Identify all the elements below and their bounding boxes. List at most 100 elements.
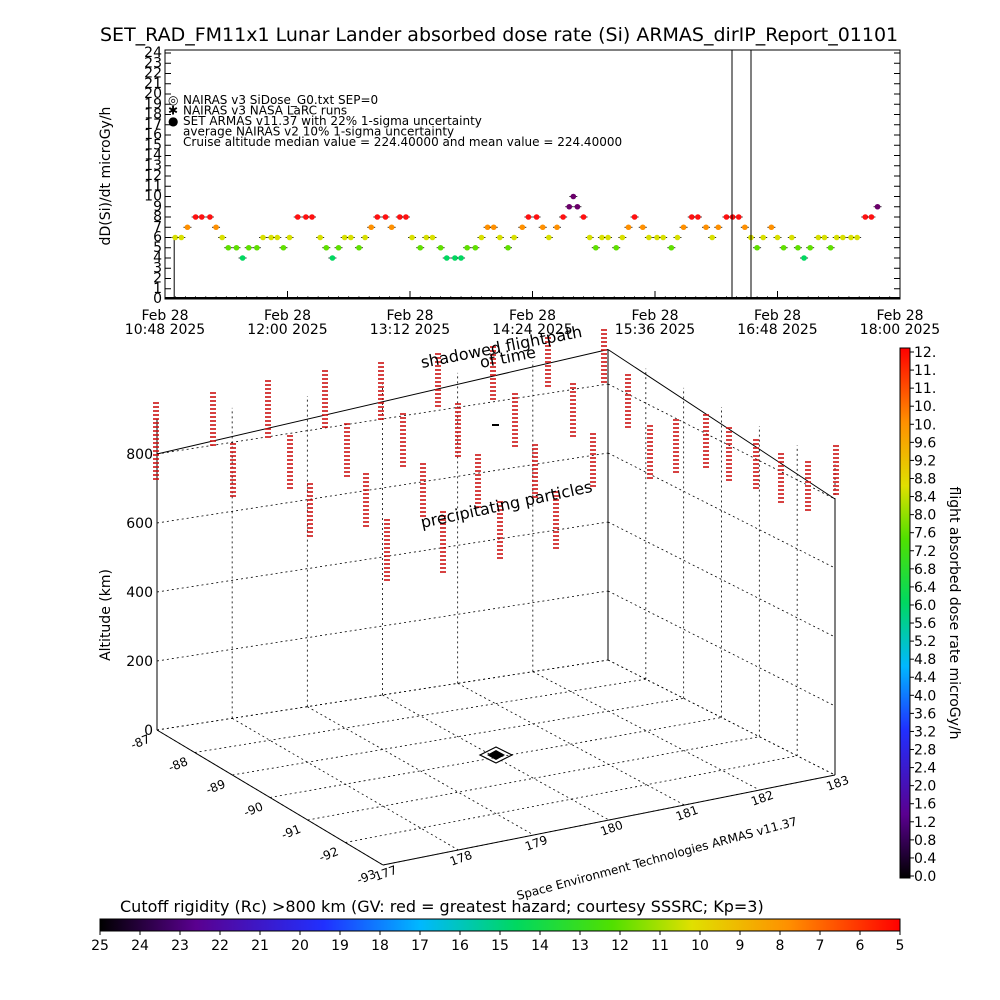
dose-colorbar-tick-label: 1.6: [914, 797, 936, 813]
right-wall-grid: [607, 590, 836, 707]
latitude-tick-label: -92: [317, 844, 340, 864]
dose-x-tick-time: 10:48 2025: [125, 322, 205, 338]
dose-colorbar-tick-label: 5.2: [914, 634, 936, 650]
armas-point: [546, 234, 552, 241]
dose-colorbar-tick-label: 6.0: [914, 598, 936, 614]
dose-y-tick-label: 19: [144, 96, 162, 112]
armas-point: [239, 255, 246, 261]
armas-point: [592, 244, 599, 251]
right-wall-grid: [607, 521, 836, 638]
ground-axis-ticks: 0200400600800-87-88-89-90-91-92-93177178…: [126, 447, 851, 887]
altitude-axis-label: Altitude (km): [98, 569, 114, 661]
dose-y-tick-label: 14: [144, 148, 162, 164]
armas-point: [854, 234, 860, 241]
armas-point: [219, 234, 225, 241]
dose-colorbar-tick-label: 7.6: [914, 526, 936, 542]
armas-point: [688, 214, 695, 220]
dose-colorbar-ticks: 0.0 0.4 0.8 1.2 1.6 2.0 2.4 2.8 3.2 3.6 4.0 4.4 4.8 5…: [910, 345, 936, 885]
armas-point: [821, 234, 828, 241]
rigidity-colorbar-label: Cutoff rigidity (Rc) >800 km (GV: red = …: [120, 897, 764, 916]
box-edge: [382, 774, 836, 866]
dose-colorbar-label: flight absorbed dose rate microGy/h: [946, 487, 962, 740]
dose-y-tick-label: 22: [144, 66, 162, 82]
dose-colorbar-tick-label: 5.6: [914, 616, 936, 632]
lander-marker: [478, 746, 514, 764]
dose-y-tick-label: 21: [144, 76, 162, 92]
armas-point: [260, 234, 266, 241]
floor-grid-line: [307, 736, 760, 821]
rigidity-colorbar-tick-label: 6: [856, 938, 865, 954]
dose-x-tick-time: 16:48 2025: [737, 322, 817, 338]
armas-point: [533, 214, 540, 220]
armas-point: [605, 234, 611, 241]
rigidity-colorbar-tick-label: 5: [896, 938, 905, 954]
dose-colorbar-tick-label: 4.8: [914, 652, 936, 668]
armas-point: [780, 244, 787, 251]
armas-point: [560, 214, 566, 220]
armas-point: [680, 224, 687, 231]
legend-symbol: ●: [168, 114, 178, 128]
floor-grid-line: [194, 678, 646, 753]
armas-point: [437, 244, 444, 251]
armas-point: [874, 203, 881, 210]
armas-point: [458, 255, 464, 261]
dose-colorbar-tick-label: 0.4: [914, 851, 936, 867]
rigidity-colorbar-tick-label: 18: [371, 938, 389, 954]
armas-point: [452, 255, 458, 261]
dose-y-tick-label: 2: [153, 271, 162, 287]
rigidity-colorbar-tick-label: 13: [571, 938, 589, 954]
armas-point: [192, 214, 199, 220]
armas-point: [254, 244, 260, 251]
dose-colorbar-tick-label: 2.8: [914, 743, 936, 759]
chart-title: SET_RAD_FM11x1 Lunar Lander absorbed dos…: [100, 24, 898, 46]
altitude-tick-label: 0: [144, 723, 153, 739]
dose-y-tick-label: 1: [153, 281, 162, 297]
armas-point: [396, 214, 403, 220]
armas-point: [631, 214, 638, 220]
rigidity-colorbar-tick-label: 22: [211, 938, 229, 954]
dose-colorbar-tick-label: 4.4: [914, 670, 936, 686]
armas-point: [225, 244, 232, 251]
armas-point: [347, 234, 354, 241]
dose-colorbar-tick-label: 8.4: [914, 490, 936, 506]
dose-colorbar: 0.0 0.4 0.8 1.2 1.6 2.0 2.4 2.8 3.2 3.6 4.0 4.4 4.8 5…: [899, 345, 962, 885]
dose-colorbar-tick-label: 8.0: [914, 508, 936, 524]
dose-x-tick-date: Feb 28: [141, 308, 188, 324]
dose-colorbar-tick-label: 9.6: [914, 435, 936, 451]
dose-y-tick-label: 16: [144, 127, 162, 143]
dose-y-tick-label: 24: [144, 45, 162, 61]
armas-point: [774, 234, 781, 241]
armas-point: [525, 214, 532, 220]
dose-colorbar-tick-label: 0.0: [914, 869, 936, 885]
armas-point: [646, 234, 652, 241]
dose-y-tick-label: 15: [144, 137, 162, 153]
rigidity-colorbar-tick-label: 11: [651, 938, 669, 954]
rigidity-colorbar-tick-label: 15: [491, 938, 509, 954]
armas-point: [703, 224, 709, 231]
armas-point: [294, 214, 301, 220]
dose-colorbar-tick-label: 2.0: [914, 779, 936, 795]
armas-point: [341, 234, 348, 241]
dose-y-tick-label: 4: [153, 250, 162, 266]
dose-y-tick-label: 3: [153, 260, 162, 276]
armas-point: [580, 214, 587, 220]
dose-y-tick-label: 9: [153, 199, 162, 215]
rigidity-colorbar-tick-label: 23: [171, 938, 189, 954]
dose-colorbar-tick-label: 3.6: [914, 706, 936, 722]
armas-point: [511, 234, 517, 241]
armas-point: [613, 244, 620, 251]
armas-point: [566, 203, 573, 210]
rigidity-colorbar-tick-label: 10: [691, 938, 709, 954]
armas-point: [599, 234, 605, 241]
ground-grid: [156, 349, 836, 866]
latitude-tick-label: -87: [129, 732, 152, 752]
dose-x-tick-date: Feb 28: [509, 308, 556, 324]
armas-point: [184, 224, 191, 231]
armas-point: [484, 224, 491, 231]
dash-mark: [492, 424, 499, 426]
armas-point: [505, 244, 511, 251]
armas-point: [309, 214, 315, 220]
armas-point: [323, 244, 330, 251]
armas-point: [382, 214, 389, 220]
